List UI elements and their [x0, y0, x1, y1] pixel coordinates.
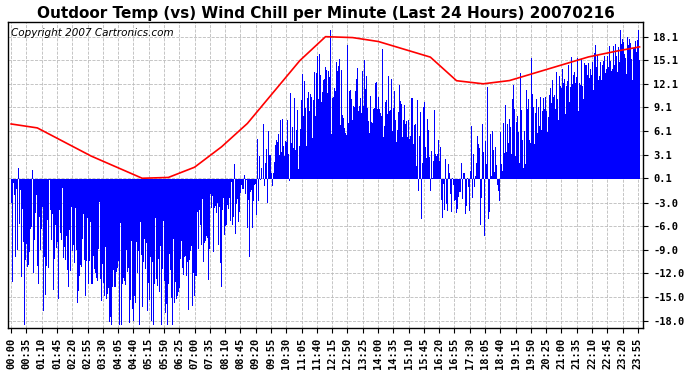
Text: Copyright 2007 Cartronics.com: Copyright 2007 Cartronics.com — [11, 28, 173, 38]
Title: Outdoor Temp (vs) Wind Chill per Minute (Last 24 Hours) 20070216: Outdoor Temp (vs) Wind Chill per Minute … — [37, 6, 615, 21]
